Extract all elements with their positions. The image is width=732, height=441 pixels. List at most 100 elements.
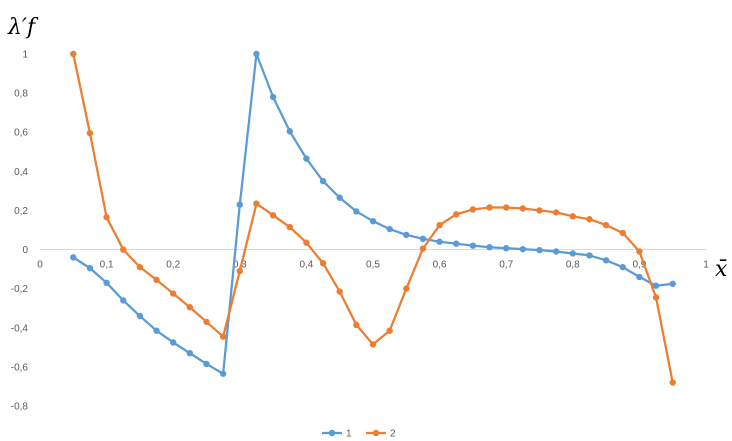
y-tick-label: -0,8 (11, 402, 29, 413)
data-point (602, 221, 610, 229)
data-point (469, 206, 477, 213)
data-point (253, 200, 260, 207)
data-point (170, 339, 177, 346)
data-point (303, 155, 310, 162)
legend-item: 2 (366, 429, 396, 440)
data-point (419, 235, 427, 242)
data-point (486, 204, 493, 211)
data-point (319, 177, 327, 185)
data-point (70, 50, 77, 58)
data-point (469, 242, 477, 249)
y-tick-label: 1 (22, 50, 28, 61)
x-axis-ticks: 0 0,1 0,2 0,3 0,4 0,5 0,6 0,7 0,8 0,9 1 (37, 260, 709, 271)
x-axis-title: x̄ (715, 257, 728, 282)
data-point (269, 212, 277, 219)
series-layer (70, 50, 676, 386)
data-point (86, 264, 94, 272)
y-tick-label: -0,4 (11, 323, 29, 334)
data-point (503, 204, 510, 211)
x-tick-label: 1 (703, 260, 709, 271)
data-point (503, 244, 510, 252)
x-tick-label: 0,1 (100, 260, 114, 271)
data-point (669, 280, 676, 287)
legend-item: 1 (322, 429, 352, 440)
data-point (586, 216, 593, 223)
data-point (219, 333, 227, 340)
data-point (602, 257, 610, 264)
data-point (236, 267, 243, 275)
legend-label: 1 (346, 429, 352, 440)
y-tick-label: 0 (22, 245, 28, 256)
data-point (153, 327, 160, 334)
y-tick-label: -0,6 (11, 362, 29, 373)
data-point (186, 304, 194, 311)
legend-label: 2 (390, 429, 396, 440)
data-point (319, 260, 327, 267)
data-point (136, 312, 144, 320)
data-point (236, 201, 243, 208)
data-point (103, 279, 110, 286)
data-point (536, 246, 543, 254)
series-1 (70, 50, 676, 377)
data-point (86, 130, 94, 137)
data-point (669, 379, 676, 386)
data-point (436, 221, 443, 229)
x-tick-label: 0 (37, 260, 43, 271)
data-point (353, 208, 360, 215)
data-point (219, 370, 227, 377)
data-point (286, 128, 293, 135)
data-point (552, 248, 560, 255)
data-point (403, 285, 410, 292)
data-point (536, 207, 543, 214)
data-point (369, 341, 377, 348)
y-axis-ticks: -0,8 -0,6 -0,4 -0,2 0 0,2 0,4 0,6 0,8 1 (11, 50, 29, 413)
data-point (636, 273, 643, 281)
legend-marker (328, 429, 336, 437)
series-2 (70, 50, 676, 386)
data-point (186, 350, 194, 357)
data-point (569, 213, 576, 220)
data-point (303, 239, 310, 246)
data-point (652, 294, 660, 301)
x-tick-label: 0,4 (299, 260, 313, 271)
x-tick-label: 0,6 (433, 260, 447, 271)
data-point (386, 327, 393, 334)
y-tick-label: -0,2 (11, 284, 29, 295)
y-tick-label: 0,4 (14, 167, 28, 178)
data-point (569, 250, 576, 257)
data-point (203, 360, 210, 368)
y-tick-label: 0,2 (14, 206, 28, 217)
data-point (652, 282, 660, 289)
data-point (136, 263, 144, 271)
data-point (552, 209, 560, 216)
data-point (486, 244, 493, 251)
data-point (586, 252, 593, 259)
x-tick-label: 0,9 (632, 260, 646, 271)
data-point (453, 240, 460, 247)
data-point (120, 246, 127, 253)
data-point (519, 245, 527, 253)
y-axis-title: λ′f (7, 15, 39, 40)
x-tick-label: 0,8 (566, 260, 580, 271)
data-point (336, 288, 343, 295)
y-tick-label: 0,8 (14, 89, 28, 100)
x-tick-label: 0,3 (233, 260, 247, 271)
data-point (519, 205, 527, 212)
x-tick-label: 0,2 (166, 260, 180, 271)
data-point (336, 194, 343, 201)
x-tick-label: 0,5 (366, 260, 380, 271)
data-point (153, 276, 160, 284)
series-line (72, 52, 673, 375)
data-point (619, 229, 626, 237)
data-point (269, 93, 277, 101)
data-point (403, 231, 410, 239)
data-point (619, 263, 626, 271)
data-point (170, 290, 177, 297)
data-point (636, 248, 643, 255)
data-point (453, 211, 460, 218)
data-point (286, 223, 293, 231)
legend-marker (372, 429, 380, 437)
data-point (386, 225, 393, 233)
